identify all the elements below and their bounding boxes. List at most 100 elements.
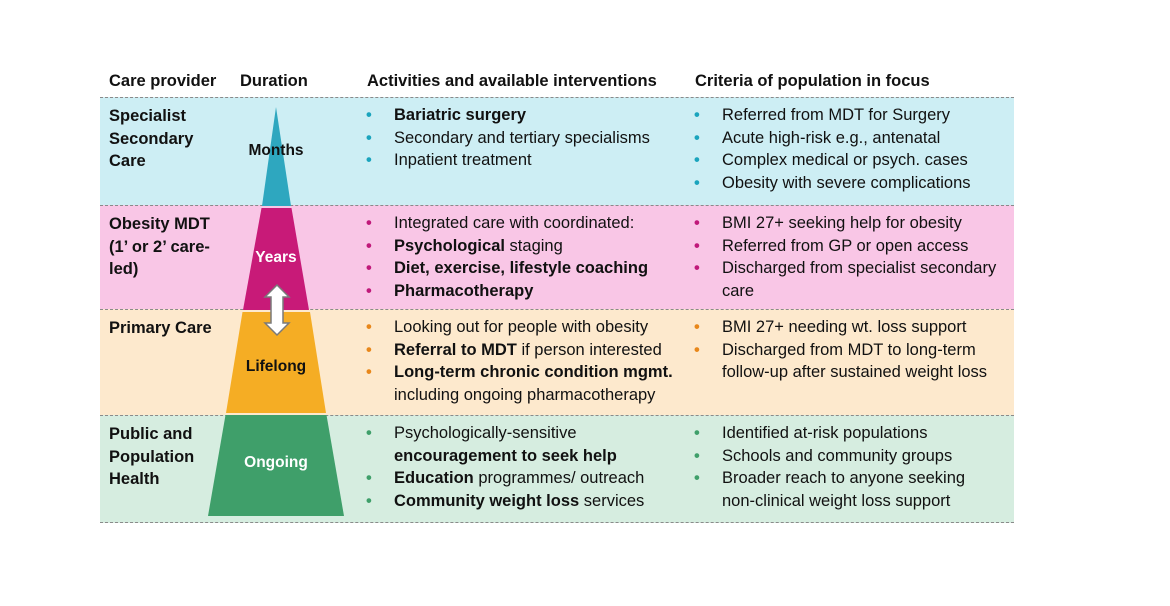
item-text: Obesity with severe complications [722,173,971,192]
list-item: • Psychologically-sensitive [366,422,712,445]
activities-list: • Psychologically-sensitive encouragement… [366,422,712,513]
bullet-icon: • [366,236,372,255]
item-text: Discharged from MDT to long-term [722,340,976,359]
provider-line: Public and [109,425,193,443]
item-text: Discharged from specialist secondary [722,259,997,277]
duration-label-ongoing: Ongoing [244,454,308,471]
list-item: • Obesity with severe complications [694,172,1012,195]
item-text: non-clinical weight loss support [722,491,951,510]
item-text: if person interested [516,340,662,359]
list-item: • Referred from GP or open access [694,235,1012,258]
bullet-icon: • [694,259,700,277]
header-activities: Activities and available interventions [367,72,657,90]
bullet-icon: • [694,424,700,442]
activities-list: • Bariatric surgery • Secondary and tertia… [366,104,712,172]
item-text: Integrated care with coordinated: [394,214,635,232]
item-text: Secondary and tertiary specialisms [394,128,650,147]
pyramid-segment-years [243,208,309,310]
list-item: • Looking out for people with obesity [366,316,712,339]
bullet-icon: • [366,424,372,442]
item-bold: Psychological [394,236,505,255]
bullet-icon: • [366,281,372,300]
duration-label-years: Years [255,249,297,266]
item-text: Broader reach to anyone seeking [722,469,966,487]
list-item: • Long-term chronic condition mgmt. [366,361,712,384]
item-text: BMI 27+ needing wt. loss support [722,318,967,336]
bullet-icon: • [694,106,700,124]
bullet-icon: • [694,469,700,487]
list-item: • BMI 27+ needing wt. loss support [694,316,1012,339]
row-specialist-secondary-care: Specialist Secondary Care • Bariatric sur… [100,97,1014,206]
item-text: Identified at-risk populations [722,424,928,442]
list-item: • Psychological staging [366,235,712,258]
item-text: Complex medical or psych. cases [722,151,968,169]
list-item: • Broader reach to anyone seeking [694,467,1012,490]
header-care-provider: Care provider [109,72,217,90]
list-item: non-clinical weight loss support [722,490,1012,513]
criteria-list: • BMI 27+ seeking help for obesity • Refer… [694,212,1012,302]
provider-line: led) [109,260,139,278]
item-text: Psychologically-sensitive [394,424,577,442]
bullet-icon: • [694,446,700,465]
provider-label: Specialist Secondary Care [109,105,224,173]
item-text: staging [504,236,563,255]
bullet-icon: • [694,128,700,147]
activities-list: • Looking out for people with obesity • Re… [366,316,712,407]
item-bold: Long-term chronic condition mgmt. [394,363,673,381]
double-arrow-icon [263,283,291,337]
criteria-list: • Referred from MDT for Surgery • Acute hi… [694,104,1012,195]
list-item: • Diet, exercise, lifestyle coaching [366,257,712,280]
provider-label: Primary Care [109,317,224,340]
provider-line: Health [109,470,160,488]
list-item: • Referral to MDT if person interested [366,339,712,362]
criteria-list: • BMI 27+ needing wt. loss support • Disch… [694,316,1012,384]
list-item: including ongoing pharmacotherapy [394,384,712,407]
bullet-icon: • [694,340,700,359]
item-bold: Diet, exercise, lifestyle coaching [394,259,649,277]
header-criteria: Criteria of population in focus [695,72,930,90]
item-text: care [722,281,755,300]
item-text: including ongoing pharmacotherapy [394,385,656,404]
provider-line: Primary Care [109,319,212,337]
list-item: • Acute high-risk e.g., antenatal [694,127,1012,150]
item-text: Referred from MDT for Surgery [722,106,951,124]
list-item: • Pharmacotherapy [366,280,712,303]
bullet-icon: • [694,173,700,192]
provider-line: Obesity MDT [109,215,210,233]
item-text: Acute high-risk e.g., antenatal [722,128,941,147]
list-item: encouragement to seek help [394,445,712,468]
item-bold: Referral to MDT [394,340,517,359]
item-text: programmes/ outreach [473,469,645,487]
item-text: BMI 27+ seeking help for obesity [722,214,962,232]
bullet-icon: • [366,469,372,487]
list-item: • Secondary and tertiary specialisms [366,127,712,150]
provider-line: Secondary [109,129,194,148]
list-item: • Community weight loss services [366,490,712,513]
bullet-icon: • [366,318,372,336]
activities-list: • Integrated care with coordinated: • Psyc… [366,212,712,303]
list-item: • Bariatric surgery [366,104,712,127]
bullet-icon: • [366,214,372,232]
item-text: services [579,491,645,510]
item-text: Looking out for people with obesity [394,318,649,336]
bullet-icon: • [694,236,700,255]
pyramid-segment-lifelong [226,312,326,413]
bullet-icon: • [366,363,372,381]
provider-label: Obesity MDT (1’ or 2’ care- led) [109,213,224,281]
bullet-icon: • [366,106,372,124]
bullet-icon: • [366,340,372,359]
duration-label-lifelong: Lifelong [245,358,307,375]
bullet-icon: • [366,151,372,169]
bullet-icon: • [694,214,700,232]
list-item: • Schools and community groups [694,445,1012,468]
provider-label: Public and Population Health [109,423,224,491]
bullet-icon: • [366,128,372,147]
item-bold: Pharmacotherapy [394,281,534,300]
list-item: • Inpatient treatment [366,149,712,172]
provider-line: Population [109,447,195,466]
list-item: • Discharged from MDT to long-term [694,339,1012,362]
item-bold: Bariatric surgery [394,106,527,124]
pyramid-segment-months [262,107,291,206]
item-bold: encouragement to seek help [394,446,617,465]
